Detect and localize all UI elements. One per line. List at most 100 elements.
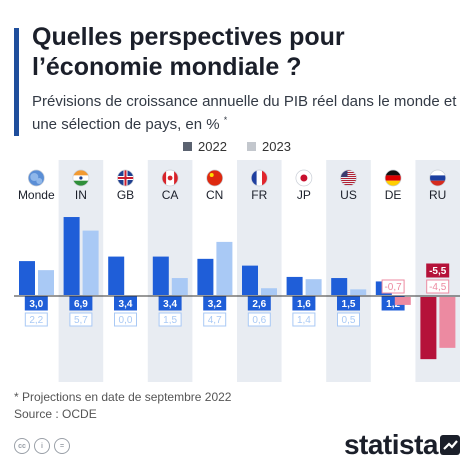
category-label-de: DE — [385, 188, 402, 202]
value-label-box-monde-2023 — [24, 312, 48, 327]
column-band-us — [326, 160, 371, 382]
flag-germany-icon — [384, 169, 402, 187]
flag-china-icon — [206, 169, 224, 187]
flag-india-icon-ring — [72, 169, 90, 187]
cc-nd-icon: = — [54, 438, 70, 454]
value-label-cn-2022: 3,2 — [208, 299, 222, 310]
category-label-ca: CA — [162, 188, 179, 202]
legend-item-2022: 2022 — [183, 139, 227, 154]
bar-jp-2022 — [286, 276, 303, 295]
flag-france-icon — [250, 169, 268, 187]
value-label-box-cn-2023 — [203, 312, 227, 327]
value-label-de-2022: 1,2 — [386, 299, 400, 310]
value-label-box-jp-2022 — [292, 296, 316, 311]
bar-in-2022 — [63, 217, 80, 295]
bar-cn-2023 — [216, 241, 233, 295]
value-label-box-ca-2023 — [158, 312, 182, 327]
value-label-monde-2022: 3,0 — [29, 299, 43, 310]
value-label-box-ru-2022 — [426, 263, 450, 278]
value-label-box-gb-2023 — [114, 312, 137, 327]
page-title: Quelles perspectives pour l’économie mon… — [32, 23, 345, 81]
category-label-ru: RU — [429, 188, 446, 202]
bar-ca-2023 — [171, 278, 188, 295]
legend-label-2023: 2023 — [262, 139, 291, 154]
bar-fr-2023 — [261, 288, 277, 295]
page-subtitle: Prévisions de croissance annuelle du PIB… — [32, 93, 457, 133]
legend-swatch-2022 — [183, 142, 192, 151]
statista-logo-icon — [440, 435, 460, 455]
bar-jp-2023 — [305, 279, 322, 295]
value-label-de-2023: -0,7 — [384, 282, 402, 293]
bar-monde-2022 — [19, 261, 35, 295]
value-label-box-ru-2023 — [426, 279, 450, 294]
flag-india-icon — [72, 169, 90, 187]
category-label-us: US — [340, 188, 357, 202]
value-label-ca-2022: 3,4 — [163, 299, 177, 310]
value-label-cn-2023: 4,7 — [208, 315, 222, 326]
category-label-gb: GB — [117, 188, 134, 202]
flag-uk-icon-ring — [117, 169, 134, 187]
value-label-in-2023: 5,7 — [74, 315, 88, 326]
value-label-fr-2023: 0,6 — [252, 315, 266, 326]
flag-japan-icon — [295, 169, 313, 187]
flag-uk-icon — [117, 169, 134, 187]
bar-us-2022 — [331, 278, 348, 295]
legend-label-2022: 2022 — [198, 139, 227, 154]
category-label-monde: Monde — [18, 188, 55, 202]
bar-in-2023 — [82, 230, 99, 295]
value-label-box-in-2023 — [69, 312, 93, 327]
globe-icon — [27, 169, 45, 187]
value-label-box-jp-2023 — [292, 312, 316, 327]
flag-germany-icon-ring — [384, 169, 402, 187]
flag-china-icon-ring — [206, 169, 224, 187]
globe-icon-ring — [27, 169, 45, 187]
flag-france-icon-ring — [250, 169, 268, 187]
value-label-box-in-2022 — [69, 296, 93, 311]
title-accent-bar — [14, 28, 19, 136]
value-label-box-fr-2022 — [247, 296, 271, 311]
flag-usa-icon — [340, 169, 357, 187]
value-label-ru-2022: -5,5 — [429, 266, 447, 277]
cc-by-icon: i — [34, 438, 50, 454]
bar-fr-2022 — [242, 265, 258, 295]
legend-swatch-2023 — [247, 142, 256, 151]
value-label-us-2023: 0,5 — [342, 315, 356, 326]
bar-ru-2023 — [439, 297, 456, 348]
value-label-box-us-2023 — [337, 312, 360, 327]
category-label-jp: JP — [297, 188, 311, 202]
bar-ru-2022 — [420, 297, 437, 360]
category-label-cn: CN — [206, 188, 223, 202]
value-label-box-de-2023 — [381, 279, 405, 294]
value-label-gb-2022: 3,4 — [119, 299, 133, 310]
category-label-fr: FR — [251, 188, 267, 202]
value-label-gb-2023: 0,0 — [119, 315, 133, 326]
value-label-ca-2023: 1,5 — [163, 315, 177, 326]
flag-russia-icon — [429, 169, 447, 187]
chart-legend: 2022 2023 — [0, 139, 474, 154]
subtitle-footnote-mark: * — [223, 115, 228, 125]
category-label-in: IN — [75, 188, 87, 202]
value-label-box-gb-2022 — [114, 296, 137, 311]
bar-chart: Monde IN GB CA CN FR JP US DE RU 3,0 2,2 6,9 5,7 3,4 0,… — [14, 160, 460, 382]
bar-us-2023 — [350, 289, 367, 295]
license-icons: cc i = — [14, 438, 74, 454]
value-label-us-2022: 1,5 — [342, 299, 356, 310]
value-label-box-us-2022 — [337, 296, 360, 311]
value-label-box-monde-2022 — [24, 296, 48, 311]
value-label-fr-2022: 2,6 — [252, 299, 266, 310]
value-label-jp-2022: 1,6 — [297, 299, 311, 310]
flag-canada-icon — [161, 169, 179, 187]
bar-monde-2023 — [38, 270, 54, 295]
source-note: Source : OCDE — [14, 407, 97, 421]
statista-logo: statista — [344, 429, 462, 461]
value-label-box-ca-2022 — [158, 296, 182, 311]
bar-de-2023 — [394, 297, 411, 305]
value-label-jp-2023: 1,4 — [297, 315, 311, 326]
bar-cn-2022 — [197, 258, 214, 295]
flag-japan-icon-ring — [295, 169, 313, 187]
bar-ca-2022 — [152, 256, 169, 295]
value-label-monde-2023: 2,2 — [29, 315, 43, 326]
legend-item-2023: 2023 — [247, 139, 291, 154]
value-label-in-2022: 6,9 — [74, 299, 88, 310]
bar-gb-2022 — [108, 256, 125, 295]
